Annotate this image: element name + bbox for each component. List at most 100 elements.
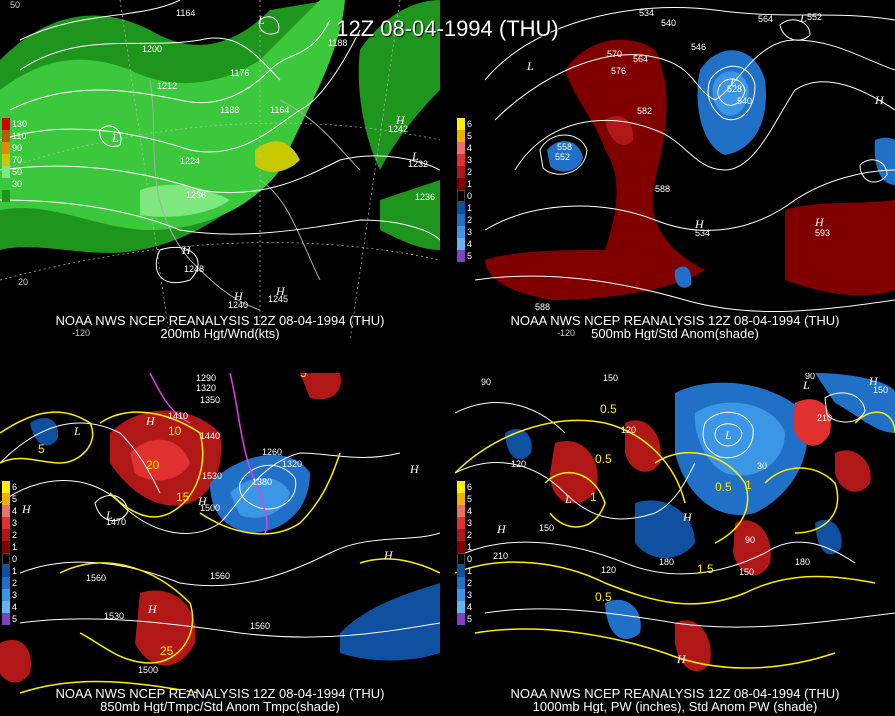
colorbar-swatch (457, 505, 465, 517)
colorbar-swatch (2, 178, 10, 190)
contour-label: 1500 (200, 503, 220, 513)
contour-label: 1320 (282, 459, 302, 469)
colorbar-label: 3 (12, 590, 18, 600)
colorbar-entry: 50 (2, 166, 32, 178)
low-center-symbol: L (729, 75, 737, 89)
temp-label: 5 (300, 373, 307, 380)
contour-label: 1236 (415, 192, 435, 202)
colorbar-label: 4 (12, 506, 18, 516)
high-center-symbol: H (395, 113, 406, 127)
moist-anomaly-northeast (793, 399, 831, 446)
jet-area-east (358, 0, 440, 170)
colorbar-label: 2 (12, 578, 18, 588)
colorbar-label: 1 (467, 203, 473, 213)
grid-lines (0, 0, 440, 340)
pw-contours (455, 411, 895, 669)
contour-label: 1440 (200, 431, 220, 441)
contour-label: 150 (603, 373, 618, 383)
colorbar-label: 6 (467, 482, 473, 492)
colorbar-200mb: 130 110 90 70 50 30 (2, 118, 32, 202)
colorbar-swatch (457, 517, 465, 529)
contour-label: 552 (555, 152, 570, 162)
height-contours (455, 392, 895, 628)
colorbar-entry: 3 (457, 589, 487, 601)
colorbar-label: 70 (12, 155, 23, 165)
colorbar-entry: 0 (2, 553, 32, 565)
high-center-symbol: H (874, 93, 885, 107)
colorbar-swatch (457, 130, 465, 142)
colorbar-swatch (457, 178, 465, 190)
panel-caption-field: 500mb Hgt/Std Anom(shade) (591, 326, 759, 340)
colorbar-swatch (2, 529, 10, 541)
contour-label: 1188 (220, 105, 239, 115)
high-center-symbol: H (814, 215, 825, 229)
colorbar-entry: 6 (2, 481, 32, 493)
temp-label: 15 (176, 490, 190, 504)
map-500mb: 534 540 564 552 570 576 564 546 582 558 … (474, 7, 895, 338)
panel-caption-source: NOAA NWS NCEP REANALYSIS 12Z 08-04-1994 … (55, 686, 385, 701)
colorbar-swatch (457, 493, 465, 505)
temp-label: 10 (168, 424, 182, 438)
contour-label: 180 (795, 557, 810, 567)
colorbar-label: 1 (467, 542, 473, 552)
high-center-symbol: H (409, 462, 420, 476)
colorbar-entry: 6 (457, 481, 487, 493)
colorbar-swatch (2, 166, 10, 178)
panel-1000mb: 90 90 150 120 120 150 210 180 180 150 12… (455, 373, 895, 713)
contour-label: 588 (535, 302, 550, 312)
colorbar-swatch (2, 190, 10, 202)
colorbar-entry: 5 (2, 493, 32, 505)
colorbar-swatch (2, 553, 10, 565)
positive-anomaly-southeast (785, 200, 895, 296)
contour-label: 1410 (168, 411, 188, 421)
colorbar-label: 4 (467, 602, 473, 612)
contour-label: 528 (727, 84, 742, 94)
contour-labels: 1290 1320 1350 1410 1440 1470 1500 1530 … (86, 373, 302, 675)
colorbar-swatch (457, 202, 465, 214)
colorbar-entry: 3 (457, 154, 487, 166)
contour-label: 1200 (142, 44, 162, 54)
positive-anomaly-core (605, 116, 634, 145)
colorbar-label: 2 (467, 167, 473, 177)
high-center-symbol: H (233, 289, 244, 303)
contour-label: 558 (557, 142, 572, 152)
panel-500mb: 534 540 564 552 570 576 564 546 582 558 … (455, 0, 895, 340)
contour-label: 1560 (210, 571, 230, 581)
pw-labels: 0.5 0.5 1 0.5 1.5 0.5 1 (590, 402, 752, 604)
contour-labels: 90 90 150 120 120 150 210 180 180 150 12… (481, 373, 888, 577)
contour-label: 593 (815, 228, 830, 238)
contour-label: 120 (601, 565, 616, 575)
colorbar-label: 3 (467, 155, 473, 165)
colorbar-entry: 6 (457, 118, 487, 130)
low-center-symbol: L (411, 149, 419, 163)
high-center-symbol: H (682, 510, 693, 524)
contour-label: 1240 (228, 300, 248, 310)
low-center-symbol: L (257, 13, 265, 27)
colorbar-entry: 2 (2, 529, 32, 541)
negative-anomaly-west-low (547, 141, 583, 172)
colorbar-label: 3 (467, 590, 473, 600)
colorbar-entry: 4 (457, 238, 487, 250)
colorbar-label: 2 (467, 215, 473, 225)
pw-label: 1 (590, 490, 597, 504)
colorbar-swatch (457, 142, 465, 154)
colorbar-swatch (457, 529, 465, 541)
colorbar-swatch (457, 613, 465, 625)
colorbar-entry: 0 (457, 190, 487, 202)
jet-area-se (380, 180, 440, 250)
negative-anomaly-small (674, 266, 692, 288)
map-850mb: 1290 1320 1350 1410 1440 1470 1500 1530 … (0, 373, 440, 694)
colorbar-label: 4 (467, 506, 473, 516)
high-center-symbol: H (181, 243, 192, 257)
colorbar-label: 90 (12, 143, 23, 153)
contour-label: 1560 (86, 573, 106, 583)
colorbar-swatch (457, 250, 465, 262)
contour-label: 1470 (106, 517, 126, 527)
colorbar-swatch (457, 214, 465, 226)
colorbar-swatch (2, 541, 10, 553)
contour-label: 90 (745, 535, 755, 545)
moist-anomaly-atlantic (835, 450, 871, 492)
colorbar-entry: 4 (457, 601, 487, 613)
contour-label: 150 (739, 567, 754, 577)
colorbar-500mb: 6 5 4 3 2 1 0 1 2 3 4 5 (457, 118, 487, 262)
